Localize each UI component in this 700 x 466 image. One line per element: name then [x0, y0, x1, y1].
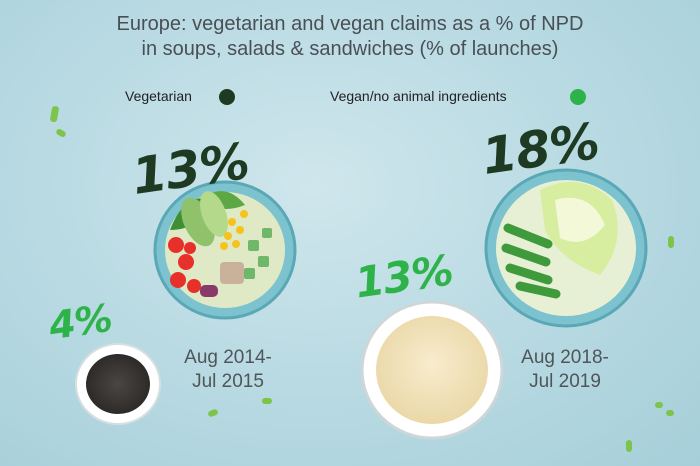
legend-dot-vegetarian — [219, 89, 235, 105]
category-label-2014: Aug 2014- Jul 2015 — [168, 346, 288, 394]
chart-title-line2: in soups, salads & sandwiches (% of laun… — [141, 38, 559, 60]
soup-bowl-icon — [360, 300, 504, 440]
category-label-2014-line2: Jul 2015 — [192, 371, 264, 392]
legend-label-vegetarian: Vegetarian — [125, 88, 192, 104]
category-label-2019-line2: Jul 2019 — [529, 371, 601, 392]
chive-garnish-icon — [50, 106, 674, 452]
category-label-2014-line1: Aug 2014- — [184, 347, 272, 368]
lettuce-bowl-icon — [484, 168, 648, 328]
chia-seed-bowl-icon — [75, 343, 161, 425]
category-label-2019-line1: Aug 2018- — [521, 347, 609, 368]
salad-bowl-icon — [153, 180, 297, 320]
legend-label-vegan: Vegan/no animal ingredients — [330, 88, 507, 104]
chart-title: Europe: vegetarian and vegan claims as a… — [0, 12, 700, 62]
data-label-vegan-2014: 4% — [46, 295, 115, 349]
chart-title-line1: Europe: vegetarian and vegan claims as a… — [116, 13, 584, 35]
legend-dot-vegan — [570, 89, 586, 105]
category-label-2019: Aug 2018- Jul 2019 — [505, 346, 625, 394]
